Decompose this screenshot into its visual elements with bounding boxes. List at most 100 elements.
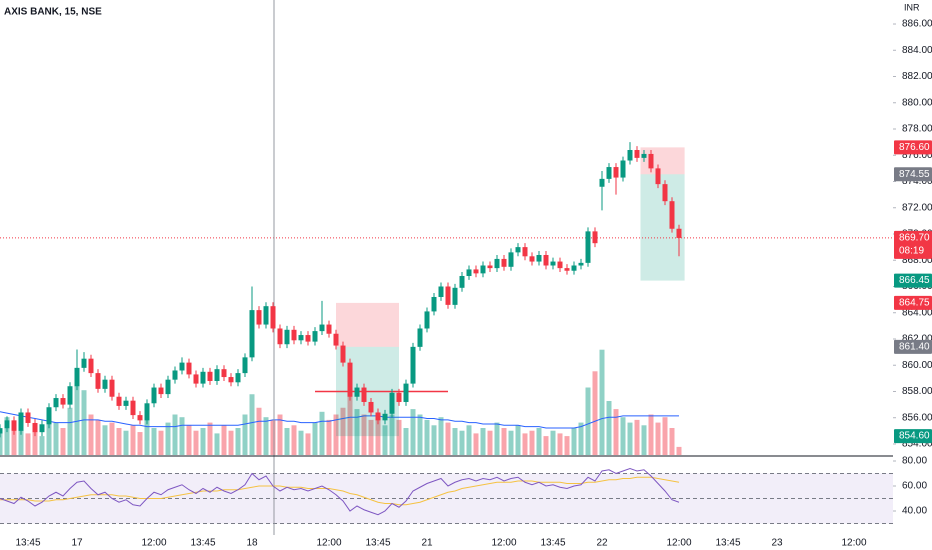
price-label: 864.75 [899,298,930,309]
volume-bar [494,422,500,455]
volume-bar [473,433,479,455]
volume-bar [508,430,514,455]
volume-bar [200,428,206,455]
volume-bar [256,407,262,455]
volume-bar [228,430,234,455]
volume-bar [165,422,171,455]
y-tick-label: 886.00 [902,19,932,30]
volume-bar [116,428,122,455]
volume-bar [312,422,318,455]
candle-body [375,412,381,421]
volume-bar [277,414,283,455]
price-label-box [894,140,932,155]
volume-bar [641,425,647,455]
price-label: 866.45 [899,275,930,286]
volume-bar [39,436,45,455]
candle-body [193,374,199,384]
candle-body [452,287,458,305]
volume-bar [207,422,213,455]
volume-bar [382,425,388,455]
volume-bar [81,390,87,455]
y-tick-label: 880.00 [902,97,932,108]
volume-bar [354,409,360,455]
price-label-box [894,295,932,310]
y-tick-label: 864.00 [902,307,932,318]
volume-bar [606,401,612,455]
candle-body [137,415,143,421]
volume-bar [396,419,402,455]
candle-body [641,153,647,158]
x-tick-label: 12:00 [141,538,166,549]
candle-body [95,373,101,389]
candle-body [179,362,185,371]
candle-body [25,412,31,423]
x-tick-label: 17 [71,538,83,549]
x-tick-label: 22 [596,538,608,549]
volume-layer [0,349,682,455]
candle-body [424,311,430,329]
candle-body [200,371,206,384]
y-tick-label: 876.00 [902,150,932,161]
position-layer [0,147,893,437]
candle-body [620,160,626,178]
volume-bar [599,349,605,455]
candle-body [578,262,584,266]
x-tick-label: 12:00 [841,538,866,549]
volume-bar [340,407,346,455]
volume-bar [424,419,430,455]
volume-bar [333,414,339,455]
candle-body [214,369,220,381]
volume-bar [270,419,276,455]
x-tick-label: 18 [246,538,258,549]
rsi-tick-label: 60.00 [902,481,927,492]
volume-bar [221,425,227,455]
price-label: 874.55 [899,169,930,180]
volume-bar [263,417,269,455]
volume-bar [571,428,577,455]
volume-bar [25,433,31,455]
volume-bar [305,433,311,455]
volume-bar [648,414,654,455]
volume-bar [158,430,164,455]
candle-body [277,328,283,345]
volume-bar [60,428,66,455]
volume-bar [403,428,409,455]
volume-bar [109,422,115,455]
volume-bar [172,414,178,455]
volume-bar [151,428,157,455]
candle-body [676,228,682,238]
volume-bar [515,425,521,455]
rsi-line [0,467,680,516]
x-tick-label: 12:00 [316,538,341,549]
volume-bar [627,422,633,455]
candle-body [235,373,241,383]
volume-bar [487,430,493,455]
candle-body [298,335,304,341]
candle-body [18,412,24,431]
volume-bar [676,446,682,455]
volume-bar [186,425,192,455]
volume-bar [592,371,598,455]
candle-body [32,422,38,433]
candle-body [312,331,318,342]
candle-body [529,256,535,262]
candle-body [550,261,556,266]
y-tick-label: 874.00 [902,176,932,187]
volume-bar [578,422,584,455]
volume-bar [249,394,255,455]
y-tick-label: 884.00 [902,45,932,56]
candle-body [515,247,521,253]
volume-bar [655,422,661,455]
currency: INR [904,2,920,12]
volume-bar [669,428,675,455]
volume-bar [585,387,591,455]
volume-bar [0,428,3,455]
candle-body [39,424,45,433]
y-tick-label: 868.00 [902,255,932,266]
candle-body [354,387,360,397]
candle-body [130,400,136,416]
candle-body [648,153,654,169]
volume-bar [326,419,332,455]
